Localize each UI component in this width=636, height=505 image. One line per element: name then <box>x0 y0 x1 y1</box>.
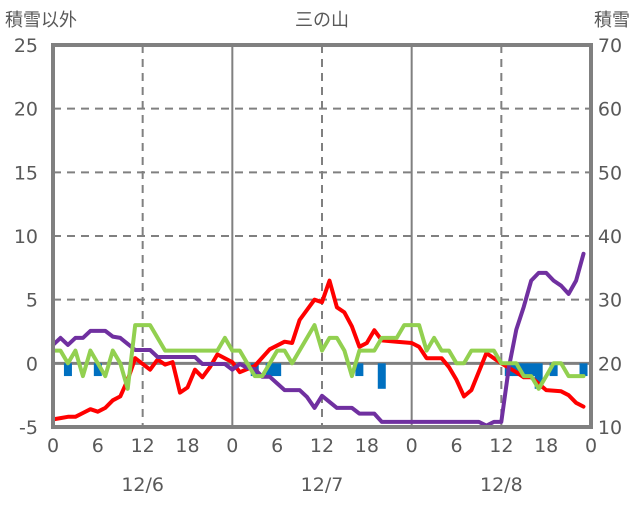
bar <box>273 363 282 377</box>
bar <box>93 363 102 377</box>
bar <box>527 363 536 377</box>
date-label: 12/6 <box>121 474 164 496</box>
left-tick-label: 0 <box>26 353 38 375</box>
plot-frame <box>51 43 593 429</box>
right-tick-label: 50 <box>598 162 622 184</box>
left-axis-title: 積雪以外 <box>5 10 77 31</box>
right-tick-label: 20 <box>598 353 622 375</box>
bar <box>63 363 72 377</box>
x-tick-label: 6 <box>271 435 283 457</box>
right-tick-label: 10 <box>598 417 622 439</box>
bar <box>549 363 558 377</box>
date-label: 12/8 <box>480 474 523 496</box>
right-tick-label: 70 <box>598 35 622 57</box>
bar <box>355 363 364 377</box>
bar <box>534 363 543 389</box>
left-tick-label: 20 <box>14 99 38 121</box>
chart-title: 三の山 <box>295 10 349 31</box>
left-tick-label: 15 <box>14 162 38 184</box>
left-tick-label: 25 <box>14 35 38 57</box>
x-tick-label: 18 <box>534 435 558 457</box>
right-tick-label: 40 <box>598 226 622 248</box>
bar <box>377 363 386 389</box>
bar <box>579 363 588 377</box>
x-tick-label: 0 <box>585 435 597 457</box>
x-tick-label: 18 <box>175 435 199 457</box>
x-tick-label: 18 <box>355 435 379 457</box>
bar <box>265 363 274 377</box>
plot-border <box>51 43 593 429</box>
bar <box>512 363 521 377</box>
x-tick-label: 6 <box>450 435 462 457</box>
series-line-0 <box>51 278 586 422</box>
x-tick-label: 12 <box>131 435 155 457</box>
x-tick-label: 12 <box>310 435 334 457</box>
right-tick-label: 60 <box>598 99 622 121</box>
series-line-2 <box>51 323 586 391</box>
right-tick-label: 30 <box>598 290 622 312</box>
left-tick-label: 10 <box>14 226 38 248</box>
bar <box>519 363 528 377</box>
x-tick-label: 0 <box>406 435 418 457</box>
right-axis-title: 積雪 <box>594 10 630 31</box>
left-tick-label: -5 <box>19 417 38 439</box>
x-tick-label: 6 <box>92 435 104 457</box>
x-tick-label: 12 <box>489 435 513 457</box>
series-line-1 <box>51 251 586 428</box>
left-tick-label: 5 <box>26 290 38 312</box>
x-tick-label: 0 <box>226 435 238 457</box>
x-tick-label: 0 <box>47 435 59 457</box>
line-series <box>51 251 586 428</box>
date-label: 12/7 <box>301 474 344 496</box>
